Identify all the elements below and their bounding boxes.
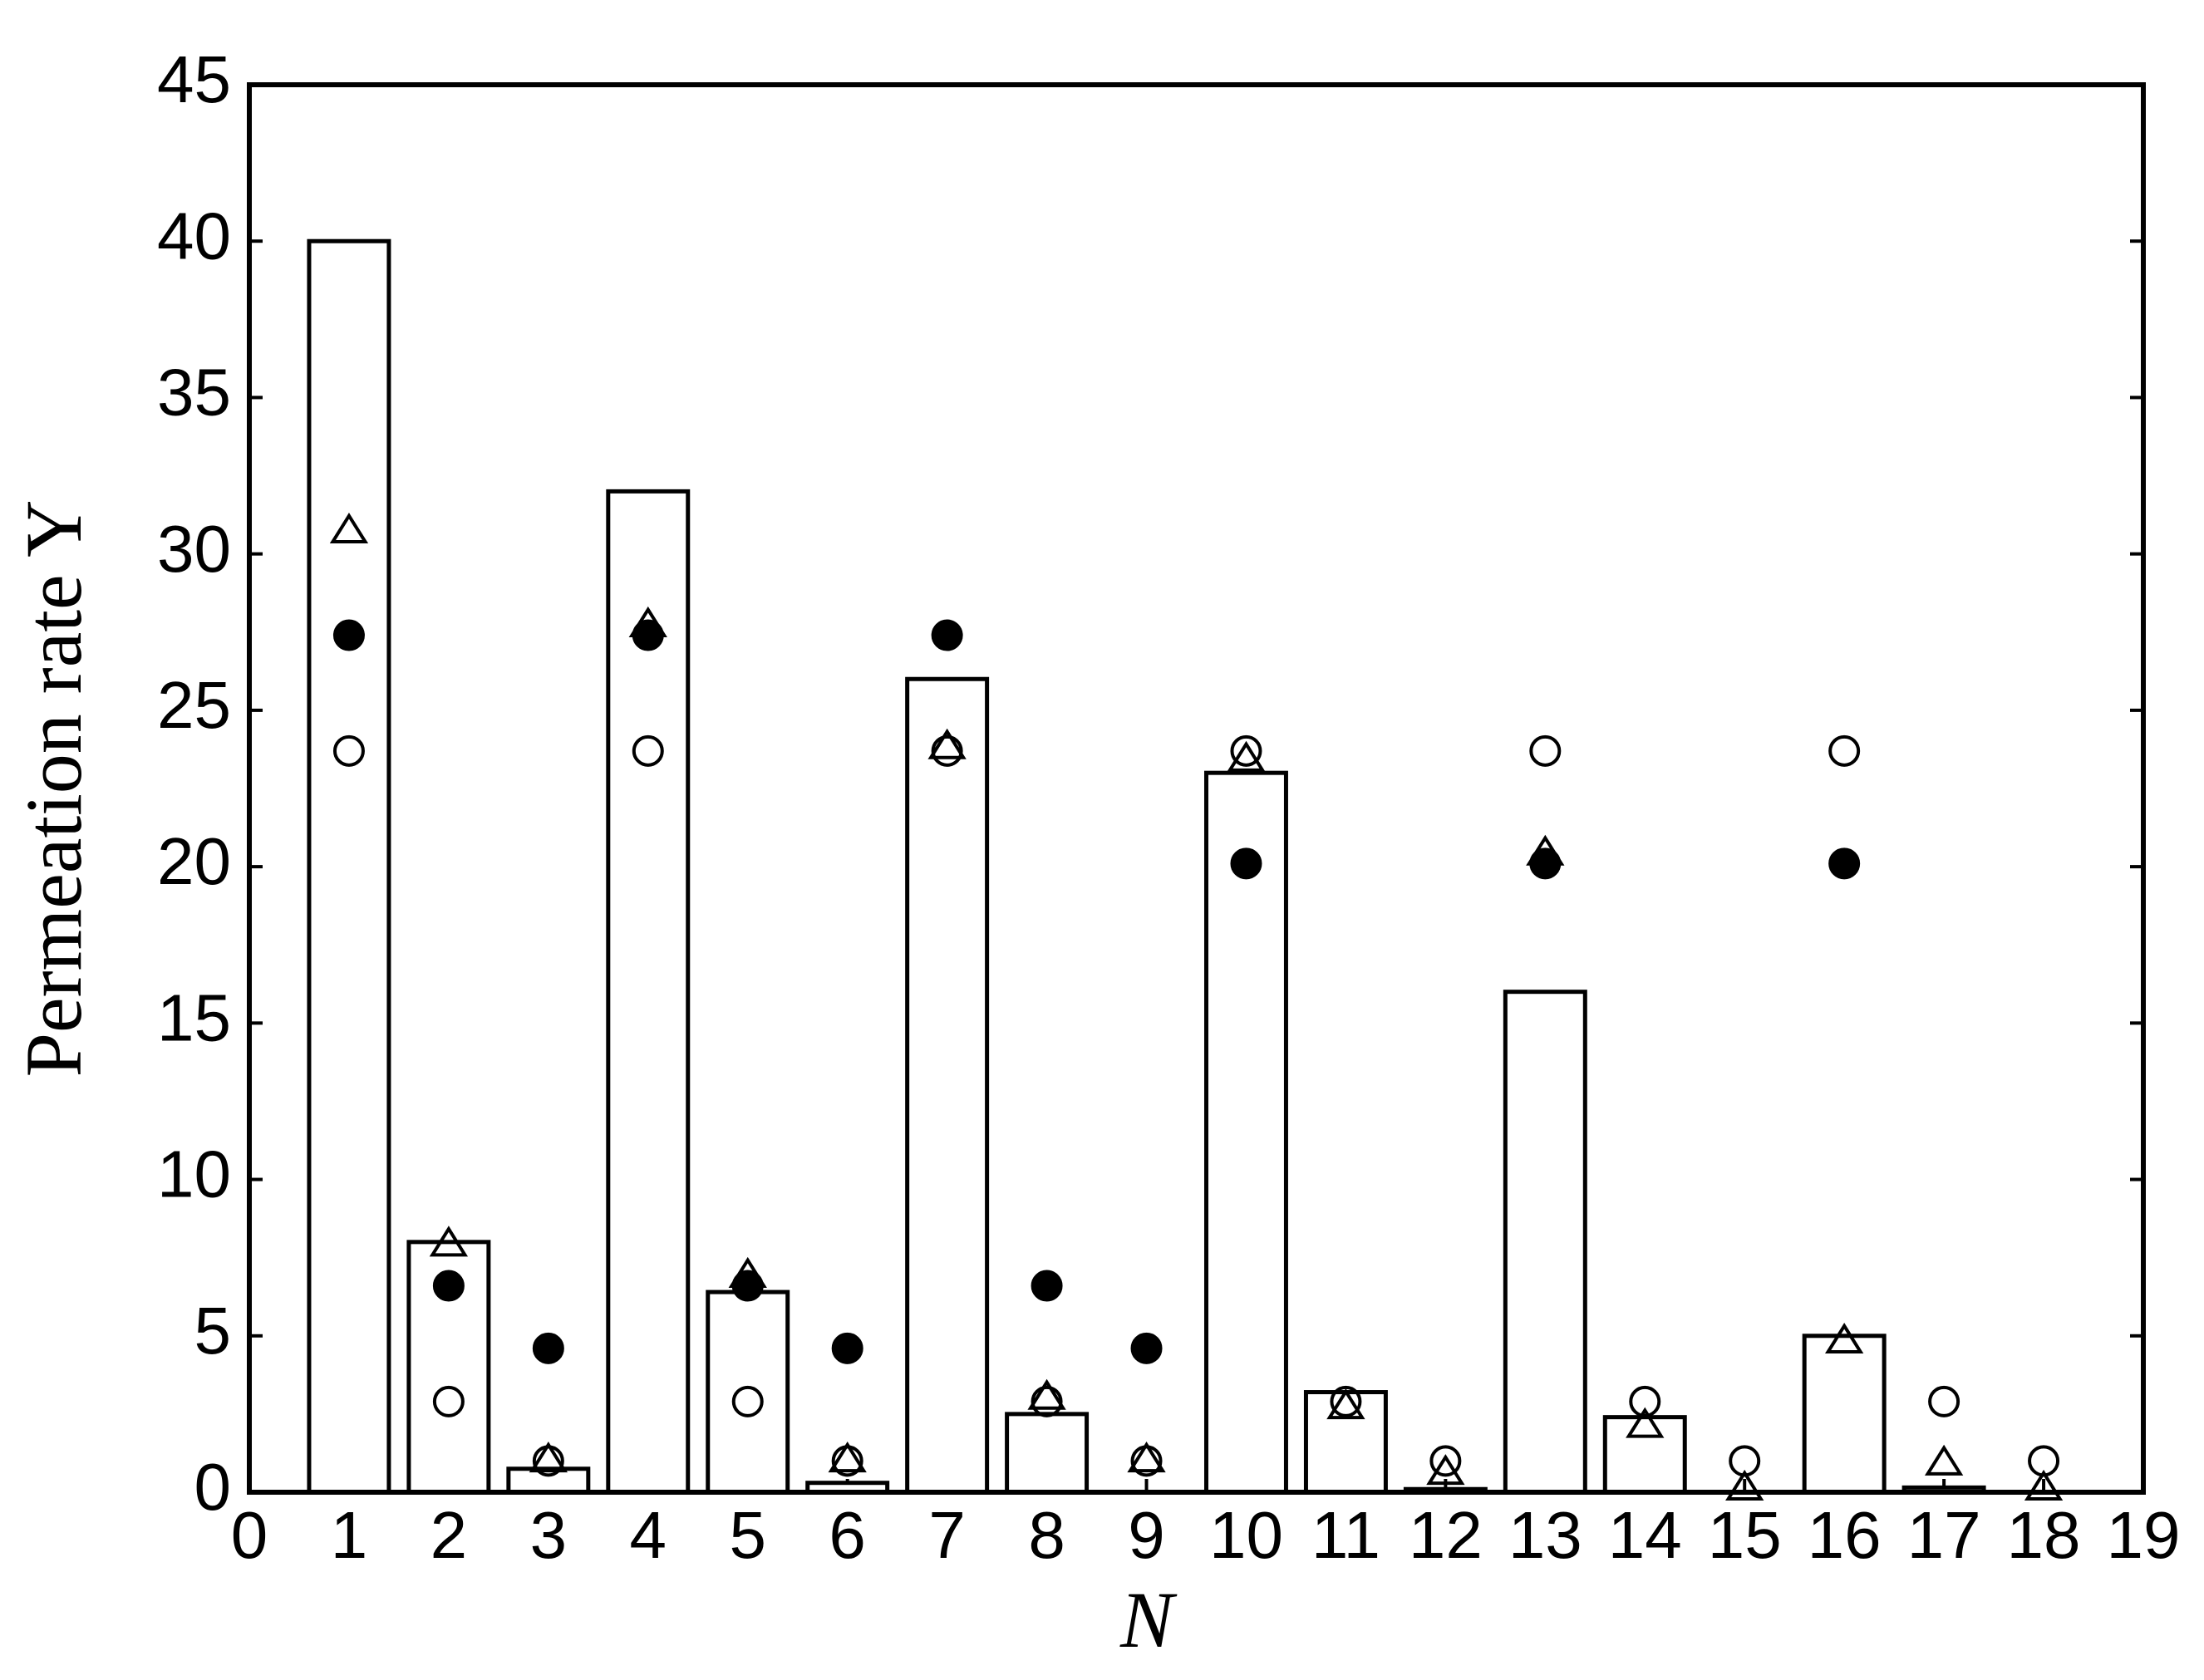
x-tick-label: 9 — [1128, 1498, 1165, 1572]
x-tick-label: 19 — [2107, 1498, 2181, 1572]
y-tick-label: 40 — [157, 199, 231, 273]
triangle-marker — [529, 1442, 568, 1473]
y-tick-label: 25 — [157, 668, 231, 742]
circle-marker — [731, 1385, 764, 1417]
triangle-marker — [2024, 1469, 2064, 1501]
bar — [307, 238, 391, 1495]
circle-marker — [1330, 1385, 1362, 1417]
x-tick-label: 18 — [2007, 1498, 2081, 1572]
y-tick-label: 10 — [157, 1137, 231, 1211]
y-tick-label: 35 — [157, 356, 231, 430]
x-tick-label: 0 — [231, 1498, 268, 1572]
triangle-marker — [1725, 1469, 1764, 1501]
circle-marker — [1230, 847, 1262, 880]
circle-marker — [1629, 1385, 1661, 1417]
circle-marker — [1828, 847, 1861, 880]
x-tick-label: 6 — [829, 1498, 866, 1572]
circle-marker — [1031, 1270, 1063, 1302]
circle-marker — [931, 734, 963, 767]
bar — [1005, 1412, 1090, 1495]
y-tick-label: 30 — [157, 512, 231, 586]
x-tick-label: 12 — [1409, 1498, 1483, 1572]
circle-marker — [1230, 734, 1262, 767]
y-tick-label: 20 — [157, 824, 231, 898]
circle-marker — [1529, 734, 1562, 767]
bar — [606, 489, 691, 1495]
x-tick-label: 11 — [1311, 1498, 1380, 1572]
x-tick-label: 17 — [1907, 1498, 1981, 1572]
triangle-marker — [1326, 1388, 1365, 1420]
circle-marker — [931, 619, 963, 651]
circle-marker — [532, 1332, 564, 1364]
triangle-marker — [1924, 1444, 1964, 1476]
triangle-marker — [1526, 834, 1565, 866]
y-axis-title: Permeation rate Y — [9, 500, 98, 1078]
y-tick-label: 0 — [194, 1450, 232, 1524]
triangle-marker — [1626, 1407, 1665, 1438]
triangle-marker — [728, 1256, 767, 1288]
triangle-marker — [927, 728, 967, 759]
triangle-marker — [628, 606, 667, 637]
circle-marker — [432, 1385, 465, 1417]
triangle-marker — [429, 1226, 469, 1257]
x-tick-label: 5 — [729, 1498, 766, 1572]
circle-marker — [1031, 1385, 1063, 1417]
bar — [905, 676, 990, 1495]
triangle-marker — [1227, 740, 1266, 772]
y-tick-label: 45 — [157, 42, 231, 116]
x-axis-title: N — [1119, 1575, 1178, 1664]
triangle-marker — [828, 1442, 867, 1473]
circle-marker — [632, 734, 664, 767]
bar — [506, 1466, 591, 1495]
triangle-marker — [1027, 1378, 1066, 1410]
circle-marker — [432, 1270, 465, 1302]
x-tick-label: 1 — [331, 1498, 368, 1572]
bar — [1602, 1415, 1687, 1495]
x-tick-label: 2 — [430, 1498, 468, 1572]
x-tick-label: 16 — [1808, 1498, 1882, 1572]
triangle-marker — [1127, 1442, 1166, 1473]
y-tick-label: 5 — [194, 1294, 232, 1368]
bar — [1802, 1334, 1887, 1495]
x-tick-label: 10 — [1209, 1498, 1283, 1572]
triangle-marker — [1426, 1454, 1465, 1486]
circle-marker — [1429, 1445, 1462, 1477]
circle-marker — [332, 619, 365, 651]
y-tick-label: 15 — [157, 980, 231, 1054]
circle-marker — [1130, 1332, 1163, 1364]
bar — [1503, 990, 1587, 1495]
x-tick-label: 14 — [1608, 1498, 1682, 1572]
x-tick-label: 15 — [1708, 1498, 1782, 1572]
x-tick-label: 13 — [1508, 1498, 1582, 1572]
circle-marker — [1828, 734, 1861, 767]
bar — [1303, 1390, 1388, 1495]
plot-frame — [247, 82, 2146, 1495]
bar — [1203, 770, 1288, 1495]
x-tick-label: 4 — [630, 1498, 667, 1572]
x-tick-label: 8 — [1028, 1498, 1065, 1572]
triangle-marker — [329, 512, 369, 544]
bar — [706, 1289, 790, 1495]
x-tick-label: 7 — [928, 1498, 966, 1572]
x-tick-label: 3 — [530, 1498, 568, 1572]
circle-marker — [1928, 1385, 1960, 1417]
circle-marker — [332, 734, 365, 767]
circle-marker — [831, 1332, 863, 1364]
triangle-marker — [1824, 1322, 1864, 1354]
